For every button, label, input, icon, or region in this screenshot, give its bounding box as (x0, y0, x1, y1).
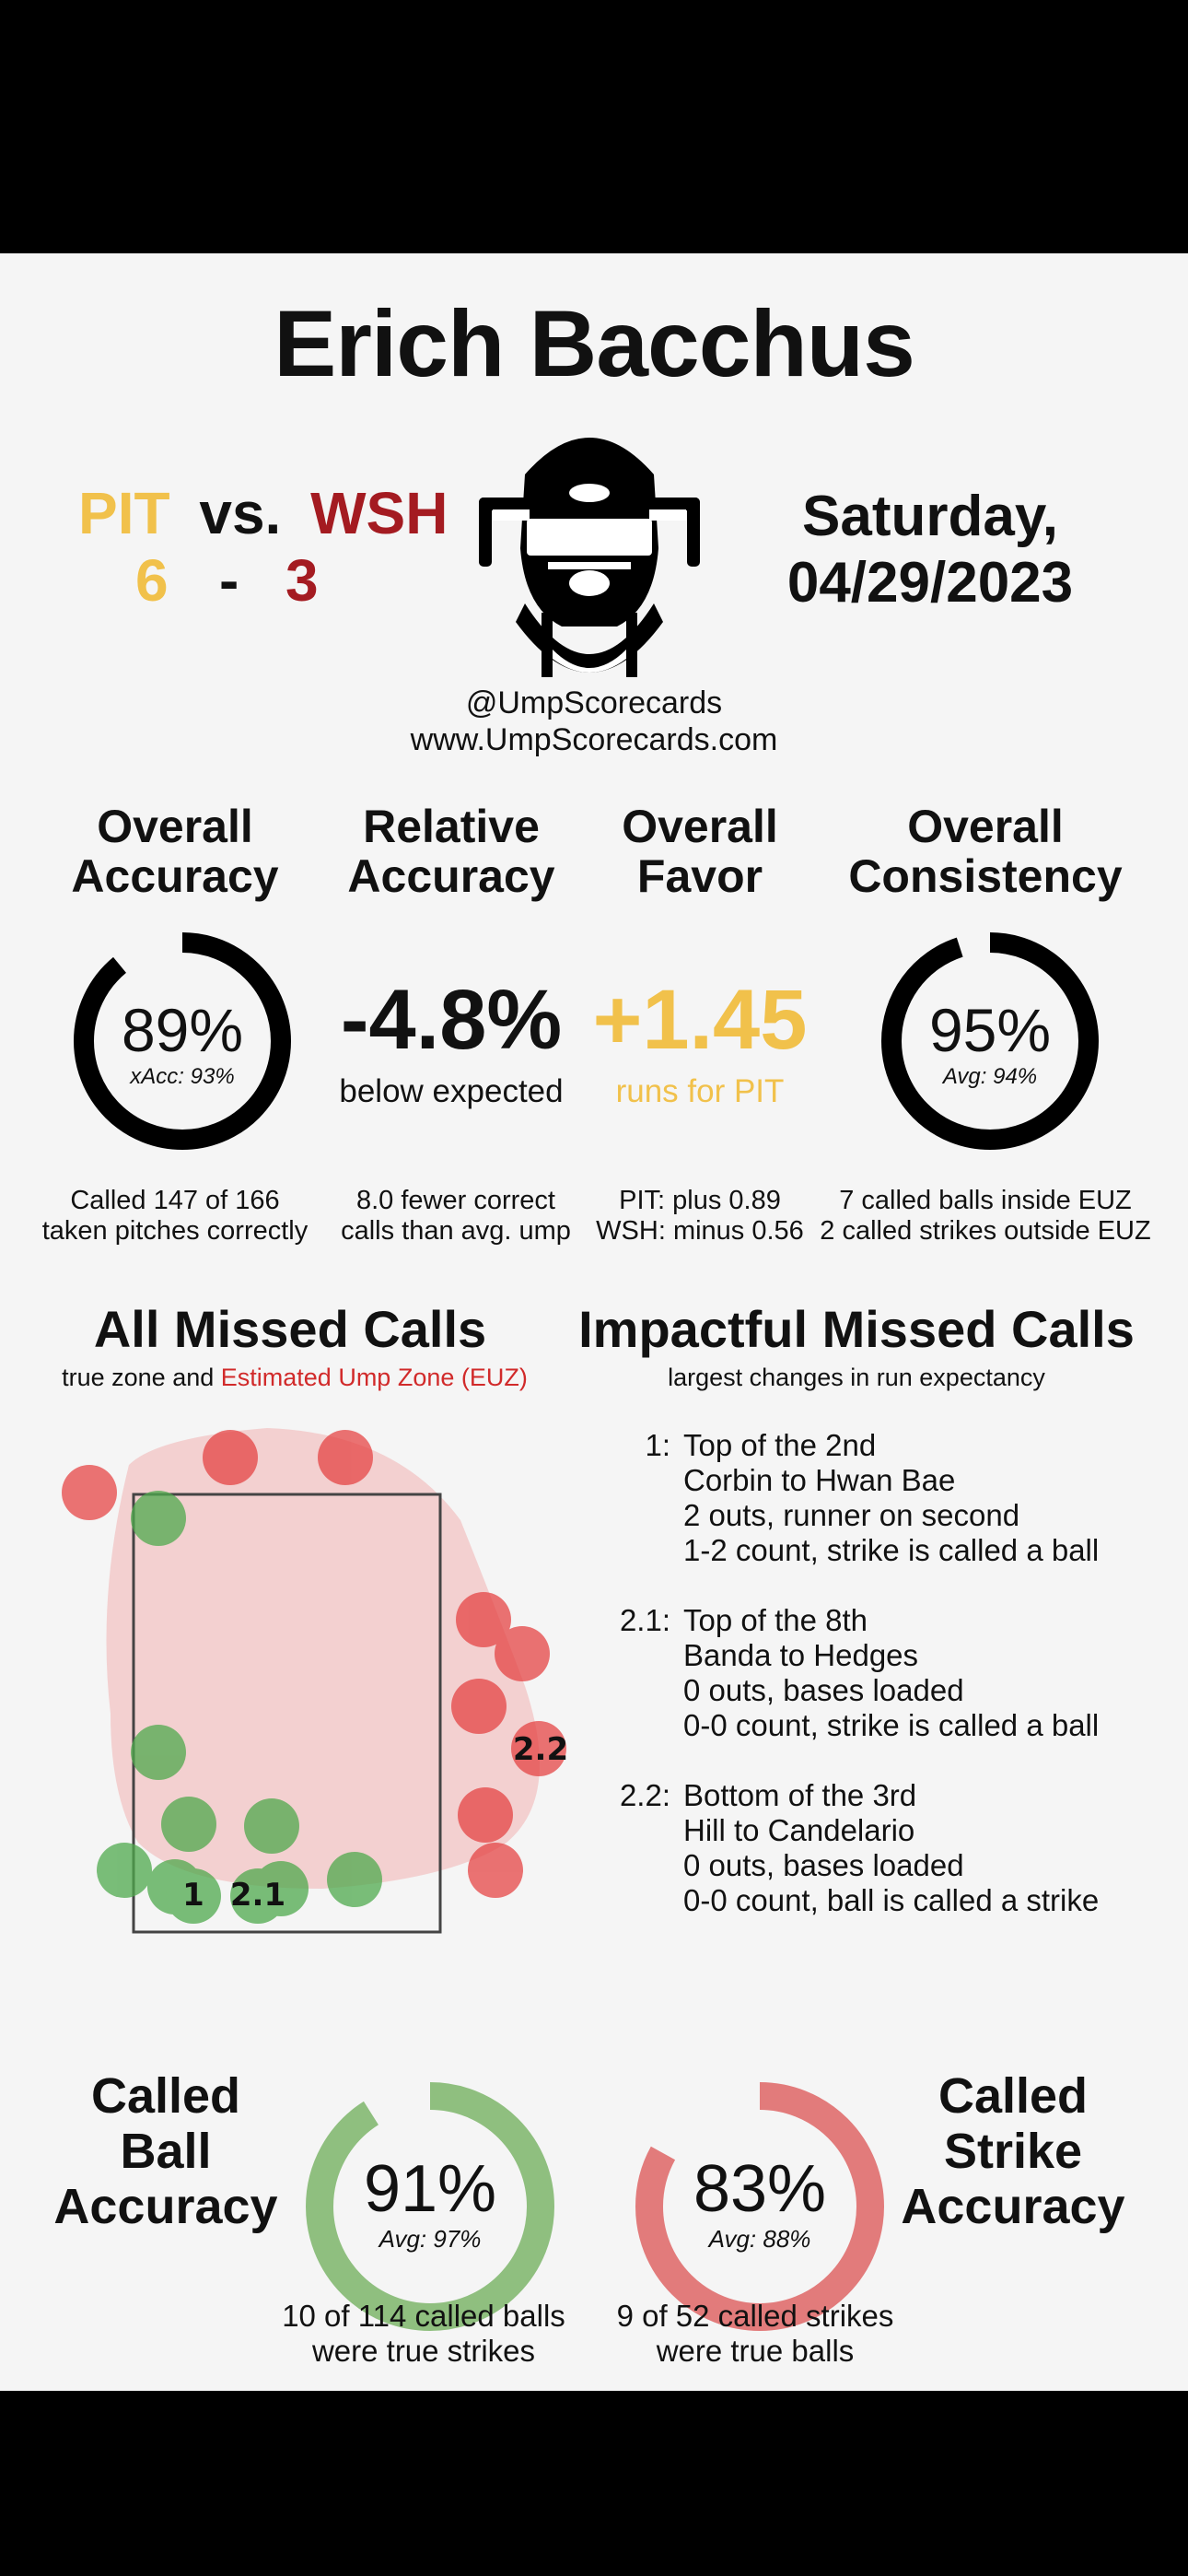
overall-favor-note: PIT: plus 0.89 WSH: minus 0.56 (596, 1186, 804, 1246)
umpire-mask-icon (479, 438, 700, 677)
pitch-dot (131, 1491, 186, 1546)
strike-accuracy-value: 83% (693, 2152, 827, 2226)
score-dash: - (219, 547, 239, 614)
missed-label-2-1: 2.1 (230, 1877, 285, 1914)
twitter-handle[interactable]: @UmpScorecards (465, 685, 723, 720)
pitch-dot (456, 1592, 511, 1647)
pitch-dot (327, 1852, 382, 1907)
pitch-dot (166, 1868, 221, 1924)
missed-label-2-2: 2.2 (513, 1731, 568, 1768)
overall-accuracy-xacc: xAcc: 93% (130, 1064, 235, 1089)
ball-accuracy-value: 91% (363, 2152, 497, 2226)
relative-accuracy-sub: below expected (339, 1073, 564, 1109)
overall-accuracy-ring (74, 932, 291, 1150)
strike-accuracy-ring (635, 2082, 884, 2331)
overall-consistency-value: 95% (928, 996, 1052, 1064)
overall-consistency-note: 7 called balls inside EUZ 2 called strike… (820, 1186, 1151, 1246)
overall-favor-value: +1.45 (592, 973, 808, 1067)
call-number: 1: (645, 1428, 670, 1462)
pitch-dot (244, 1798, 299, 1854)
overall-accuracy-value: 89% (121, 996, 244, 1064)
relative-accuracy-note: 8.0 fewer correct calls than avg. ump (341, 1186, 571, 1246)
pitch-dot (203, 1430, 258, 1485)
overall-favor-title: Overall Favor (622, 801, 778, 902)
ball-accuracy-note: 10 of 114 called balls were true strikes (282, 2299, 565, 2368)
pitch-dot (468, 1843, 523, 1898)
game-day: Saturday, (802, 485, 1058, 548)
strike-accuracy-note: 9 of 52 called strikes were true balls (616, 2299, 894, 2368)
impactful-sub: largest changes in run expectancy (668, 1364, 1045, 1391)
ball-accuracy-ring (306, 2082, 554, 2331)
relative-accuracy-value: -4.8% (340, 973, 563, 1067)
website-link[interactable]: www.UmpScorecards.com (410, 722, 778, 757)
away-score: 6 (135, 547, 169, 614)
missed-strike-calls (62, 1430, 566, 1898)
pitch-dot (458, 1787, 513, 1843)
strike-accuracy-title: Called Strike Accuracy (901, 2068, 1125, 2234)
call-number: 2.2: (619, 1778, 670, 1812)
pitch-dot (131, 1725, 186, 1780)
missed-calls-plot: 1 2.1 2.2 (62, 1428, 568, 1934)
umpire-name: Erich Bacchus (274, 291, 915, 396)
overall-consistency-avg: Avg: 94% (942, 1064, 1038, 1089)
missed-calls-sub: true zone and Estimated Ump Zone (EUZ) (62, 1364, 528, 1391)
ball-accuracy-title: Called Ball Accuracy (53, 2068, 278, 2234)
ball-accuracy-avg: Avg: 97% (379, 2225, 482, 2253)
overall-favor-sub: runs for PIT (615, 1073, 785, 1109)
pitch-dot (62, 1465, 117, 1520)
impactful-title: Impactful Missed Calls (578, 1300, 1135, 1358)
home-score: 3 (285, 547, 319, 614)
pitch-dot (495, 1626, 550, 1681)
missed-calls-title: All Missed Calls (93, 1300, 487, 1358)
pitch-dot (318, 1430, 373, 1485)
pitch-dot (97, 1843, 152, 1898)
euz-region (106, 1428, 540, 1889)
pitch-dot (161, 1797, 216, 1852)
relative-accuracy-title: Relative Accuracy (347, 801, 555, 902)
missed-label-1: 1 (182, 1877, 204, 1914)
overall-accuracy-note: Called 147 of 166 taken pitches correctly (41, 1186, 309, 1246)
call-number: 2.1: (619, 1603, 670, 1637)
overall-consistency-ring (881, 932, 1099, 1150)
overall-consistency-title: Overall Consistency (848, 801, 1123, 902)
pitch-dot (451, 1679, 507, 1734)
vs-text: vs. (199, 480, 282, 546)
pitch-dot (511, 1721, 566, 1776)
overall-accuracy-title: Overall Accuracy (71, 801, 279, 902)
game-date: 04/29/2023 (786, 551, 1074, 615)
away-team: PIT (78, 480, 170, 546)
missed-ball-calls (97, 1491, 382, 1924)
strike-zone-box (132, 1493, 442, 1934)
scorecard: Erich Bacchus PIT vs. WSH 6 - 3 Saturday… (0, 253, 1188, 2391)
strike-accuracy-avg: Avg: 88% (708, 2225, 811, 2253)
pitch-dot (253, 1861, 309, 1916)
home-team: WSH (310, 480, 448, 546)
